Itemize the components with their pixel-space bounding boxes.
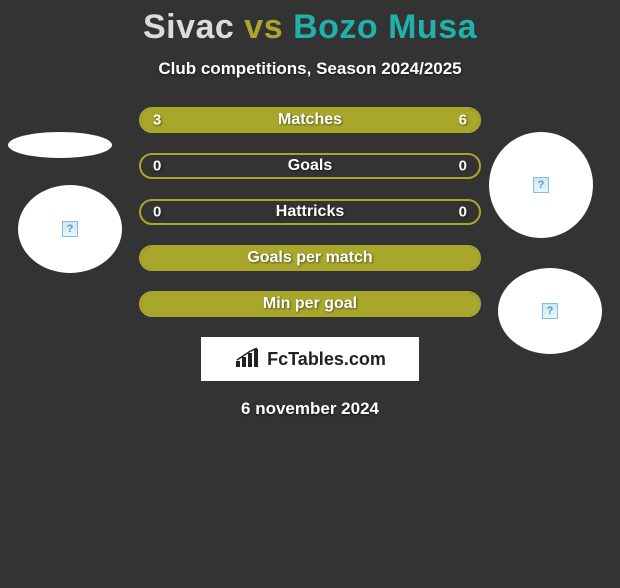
player2-name: Bozo Musa [293,8,477,46]
subtitle: Club competitions, Season 2024/2025 [0,59,620,79]
value-left: 0 [153,204,161,221]
stat-row-matches: 3 6 Matches [139,107,481,133]
circle-top-right [489,132,593,238]
value-left: 3 [153,112,161,129]
stat-label: Matches [278,111,342,129]
stat-row-hattricks: 0 0 Hattricks [139,199,481,225]
fctables-logo: FcTables.com [201,337,419,381]
stat-row-goals: 0 0 Goals [139,153,481,179]
stat-label: Hattricks [276,203,344,221]
placeholder-icon [62,221,78,237]
page-title: Sivac vs Bozo Musa [0,8,620,47]
value-right: 6 [459,112,467,129]
logo-text: FcTables.com [267,349,386,370]
vs-word: vs [244,8,283,46]
stat-label: Min per goal [263,295,357,313]
date-text: 6 november 2024 [0,399,620,419]
value-left: 0 [153,158,161,175]
value-right: 0 [459,158,467,175]
stat-row-min-per-goal: Min per goal [139,291,481,317]
value-right: 0 [459,204,467,221]
player1-name: Sivac [143,8,234,46]
placeholder-icon [533,177,549,193]
bar-chart-icon [234,347,262,371]
circle-mid-left [18,185,122,273]
placeholder-icon [542,303,558,319]
stat-label: Goals [288,157,332,175]
stats-panel: 3 6 Matches 0 0 Goals 0 0 Hattricks Goals per mat… [139,107,481,317]
ellipse-top-left [8,132,112,158]
stat-row-goals-per-match: Goals per match [139,245,481,271]
stat-label: Goals per match [247,249,372,267]
circle-mid-right [498,268,602,354]
